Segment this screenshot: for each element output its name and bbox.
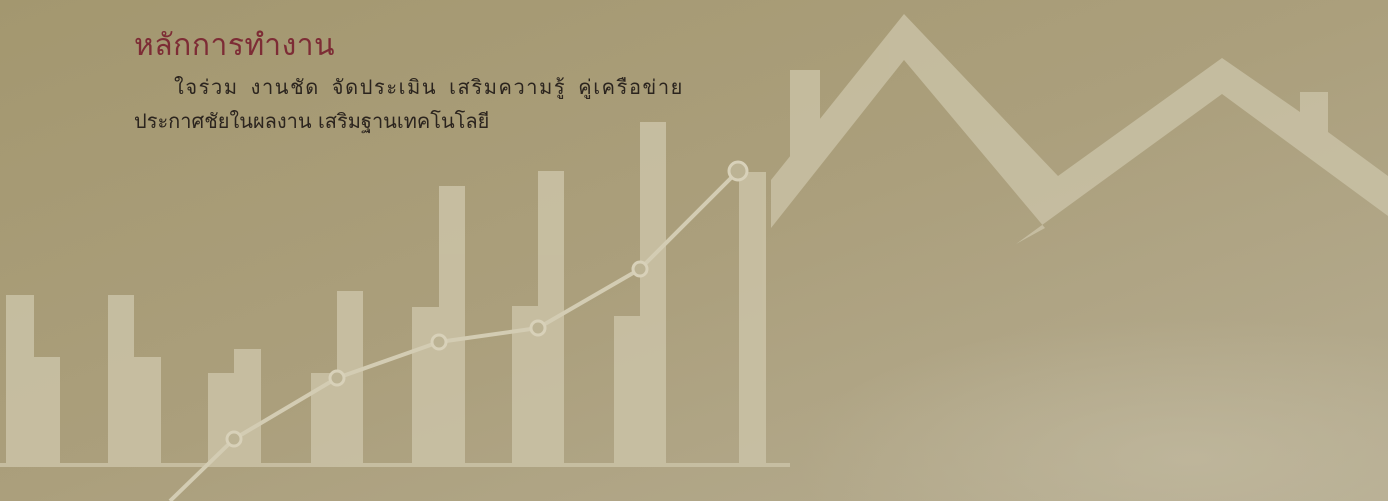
trend-point — [225, 430, 243, 448]
content-block: หลักการทำงาน ใจร่วม งานชัด จัดประเมิน เส… — [134, 24, 754, 138]
bar — [614, 316, 640, 465]
bar — [538, 171, 564, 465]
trend-point — [328, 369, 346, 387]
trend-point — [727, 160, 749, 182]
bar — [439, 186, 465, 465]
chart-baseline — [0, 463, 790, 467]
bar — [739, 172, 766, 465]
bar — [640, 122, 666, 465]
principles-line-1: ใจร่วม งานชัด จัดประเมิน เสริมความรู้ คู… — [174, 75, 684, 99]
bar — [6, 295, 34, 465]
bar-chart-graphic — [0, 122, 790, 467]
trend-line-graphic — [168, 160, 749, 501]
bar — [412, 307, 439, 465]
trend-point — [430, 333, 448, 351]
trend-point — [631, 260, 649, 278]
cloud-haze — [600, 220, 1388, 501]
page-title: หลักการทำงาน — [134, 28, 336, 63]
bar — [34, 357, 60, 465]
principles-line-2: ประกาศชัยในผลงาน เสริมฐานเทคโนโลยี — [134, 109, 490, 133]
bar — [108, 295, 134, 465]
chimney — [790, 70, 820, 165]
house-roof-graphic — [771, 14, 1388, 244]
bar — [311, 373, 337, 465]
trend-point — [529, 319, 547, 337]
bar — [134, 357, 161, 465]
bar — [234, 349, 261, 465]
roof-outline — [771, 14, 1388, 244]
